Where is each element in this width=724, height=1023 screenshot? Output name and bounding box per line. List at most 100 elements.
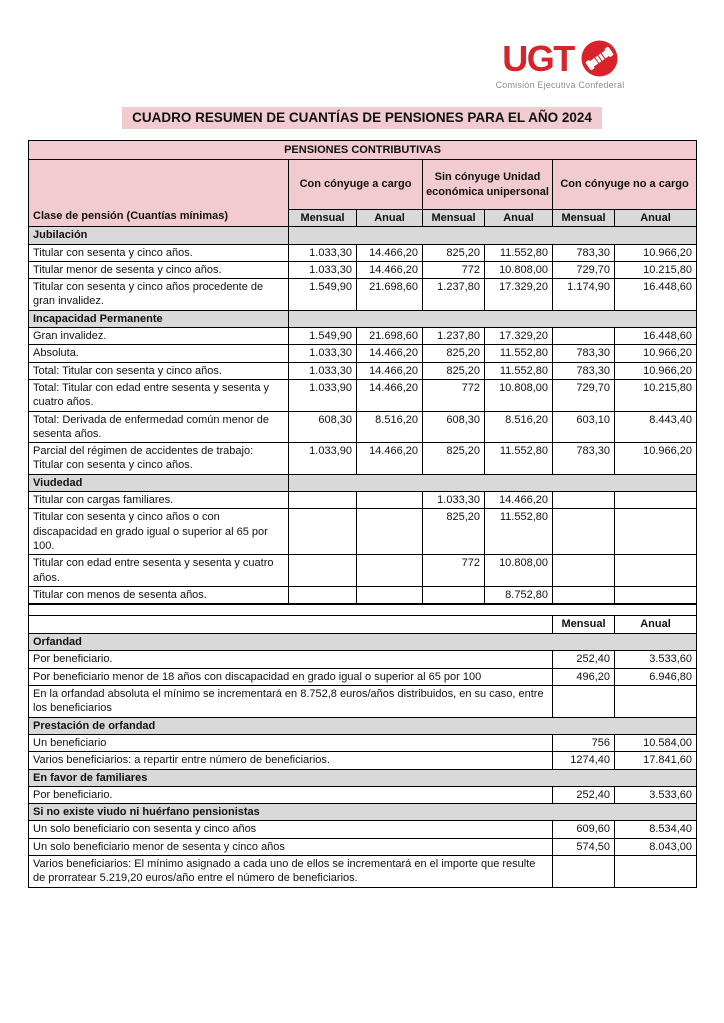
table-row: Titular con sesenta y cinco años. 1.033,3… xyxy=(28,243,698,262)
cell-value: 14.466,20 xyxy=(356,243,423,262)
row-label: Titular con menos de sesenta años. xyxy=(28,585,289,605)
table-row: En la orfandad absoluta el mínimo se inc… xyxy=(28,685,698,718)
ugt-logo: UGT Comisión Ejecutiva Confederal xyxy=(493,40,627,90)
table-row: Total: Titular con sesenta y cinco años.… xyxy=(28,361,698,380)
cell-value xyxy=(613,554,698,587)
handshake-icon xyxy=(581,40,618,77)
col-header-mensual: Mensual xyxy=(552,208,615,228)
cell-value: 10.215,80 xyxy=(613,378,698,412)
cell-value: 17.329,20 xyxy=(484,278,553,311)
cell-value: 825,20 xyxy=(422,442,485,475)
table-row: Gran invalidez. 1.549,90 21.698,60 1.237,80… xyxy=(28,327,698,346)
cell-value xyxy=(552,327,615,346)
cell-value: 14.466,20 xyxy=(356,442,423,475)
cell-value: 1.033,30 xyxy=(288,344,357,363)
col-header-anual: Anual xyxy=(484,208,553,228)
cell-value: 783,30 xyxy=(552,442,615,475)
cell-value xyxy=(552,854,615,888)
section-title: Si no existe viudo ni huérfano pensionis… xyxy=(27,803,698,822)
cell-value: 252,40 xyxy=(552,650,615,669)
row-label: Un solo beneficiario menor de sesenta y … xyxy=(28,837,553,856)
table-row: Por beneficiario menor de 18 años con di… xyxy=(28,667,698,687)
cell-value: 11.552,80 xyxy=(484,442,553,475)
cell-value: 8.516,20 xyxy=(484,410,553,444)
group-header-con-conyuge-a-cargo: Con cónyuge a cargo xyxy=(288,159,423,210)
cell-value: 8.043,00 xyxy=(613,837,698,856)
logo-subtitle: Comisión Ejecutiva Confederal xyxy=(495,80,625,90)
section-header-row: Viudedad xyxy=(28,473,698,493)
table-row: Parcial del régimen de accidentes de tra… xyxy=(28,442,698,475)
cell-value: 729,70 xyxy=(552,378,615,412)
cell-value: 8.752,80 xyxy=(484,585,553,605)
cell-value: 10.584,00 xyxy=(613,733,698,753)
cell-value: 496,20 xyxy=(552,667,615,687)
cell-value: 1.237,80 xyxy=(422,278,485,311)
row-label: Un beneficiario xyxy=(28,733,553,753)
cell-value: 10.808,00 xyxy=(484,378,553,412)
row-label: Un solo beneficiario con sesenta y cinco… xyxy=(28,820,553,839)
cell-value: 10.808,00 xyxy=(484,260,553,280)
section-title: Orfandad xyxy=(27,633,698,652)
cell-value xyxy=(288,554,357,587)
cell-value: 8.516,20 xyxy=(356,410,423,444)
spacer-cell xyxy=(27,604,698,617)
table-row: Varios beneficiarios: El mínimo asignado… xyxy=(28,854,698,888)
cell-value: 10.966,20 xyxy=(613,442,698,475)
cell-value: 10.808,00 xyxy=(484,554,553,587)
row-label: Total: Titular con edad entre sesenta y … xyxy=(28,378,289,412)
cell-value: 783,30 xyxy=(552,344,615,363)
cell-value xyxy=(552,585,615,605)
section-title: Jubilación xyxy=(28,226,289,245)
cell-value: 729,70 xyxy=(552,260,615,280)
group-header-con-conyuge-no-a-cargo: Con cónyuge no a cargo xyxy=(551,159,698,210)
section-title-fill xyxy=(287,309,698,329)
table-title: PENSIONES CONTRIBUTIVAS xyxy=(27,140,698,160)
section-header-row: Prestación de orfandad xyxy=(27,716,698,735)
cell-value xyxy=(552,685,615,718)
cell-value: 16.448,60 xyxy=(613,278,698,311)
cell-value xyxy=(288,508,357,556)
cell-value: 10.966,20 xyxy=(613,344,698,363)
row-label: Por beneficiario. xyxy=(28,785,553,805)
table-row: Un beneficiario 756 10.584,00 xyxy=(28,733,698,753)
row-label: Titular con sesenta y cinco años o con d… xyxy=(28,508,289,556)
cell-value: 21.698,60 xyxy=(356,278,423,311)
table-row: Absoluta. 1.033,30 14.466,20 825,20 11.552,8… xyxy=(28,344,698,363)
table-row: Titular menor de sesenta y cinco años. 1.… xyxy=(28,260,698,280)
section-header-row: En favor de familiares xyxy=(27,768,698,787)
col-header-anual: Anual xyxy=(613,208,698,228)
table-row: Un solo beneficiario con sesenta y cinco… xyxy=(28,820,698,839)
row-label: Titular con cargas familiares. xyxy=(28,491,289,510)
cell-value: 11.552,80 xyxy=(484,508,553,556)
section-title: Prestación de orfandad xyxy=(27,716,698,735)
cell-value: 252,40 xyxy=(552,785,615,805)
table-row: Un solo beneficiario menor de sesenta y … xyxy=(28,837,698,856)
table-row: Total: Titular con edad entre sesenta y … xyxy=(28,378,698,412)
row-label: Total: Derivada de enfermedad común meno… xyxy=(28,410,289,444)
cell-value: 11.552,80 xyxy=(484,344,553,363)
cell-value: 1.033,90 xyxy=(288,442,357,475)
cell-value: 1.237,80 xyxy=(422,327,485,346)
cell-value xyxy=(552,508,615,556)
cell-value: 14.466,20 xyxy=(356,344,423,363)
cell-value: 3.533,60 xyxy=(613,650,698,669)
cell-value: 608,30 xyxy=(422,410,485,444)
cell-value: 1.033,90 xyxy=(288,378,357,412)
row-label: Varios beneficiarios: a repartir entre n… xyxy=(28,751,553,770)
cell-value: 574,50 xyxy=(552,837,615,856)
table-row: Titular con cargas familiares. 1.033,30 14… xyxy=(28,491,698,510)
col-header-anual: Anual xyxy=(613,615,698,635)
row-label: Titular con edad entre sesenta y sesenta… xyxy=(28,554,289,587)
cell-value: 11.552,80 xyxy=(484,361,553,380)
table-title-row: PENSIONES CONTRIBUTIVAS xyxy=(27,140,698,160)
table-row: Total: Derivada de enfermedad común meno… xyxy=(28,410,698,444)
ugt-logo-text: UGT xyxy=(502,37,575,79)
cell-value: 603,10 xyxy=(552,410,615,444)
section-title: Viudedad xyxy=(28,473,289,493)
group-header-sin-conyuge: Sin cónyuge Unidad económica unipersonal xyxy=(422,159,553,210)
cell-value xyxy=(613,685,698,718)
cell-value: 1.033,30 xyxy=(288,243,357,262)
cell-value: 1.033,30 xyxy=(288,361,357,380)
cell-value: 16.448,60 xyxy=(613,327,698,346)
cell-value xyxy=(613,585,698,605)
